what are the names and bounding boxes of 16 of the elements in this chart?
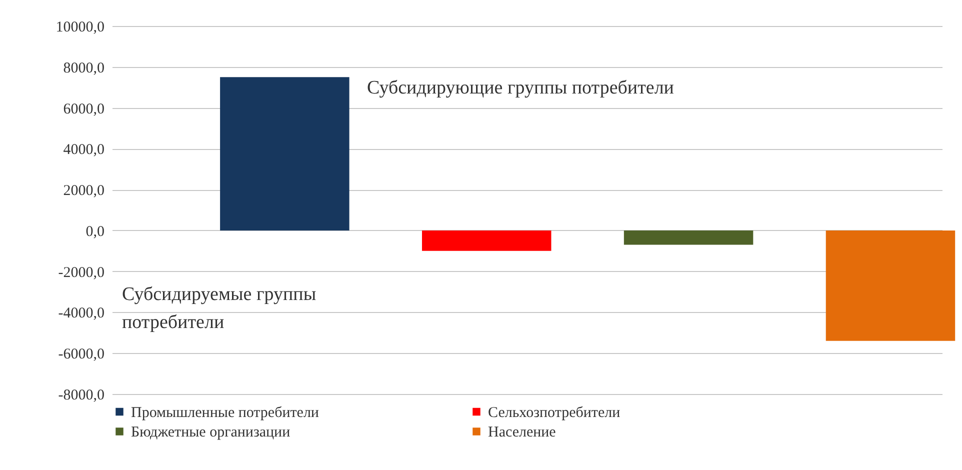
y-tick-label: 2000,0 — [63, 183, 104, 200]
legend-label: Сельхозпотребители — [488, 404, 620, 421]
y-tick-label: -2000,0 — [58, 264, 104, 281]
annotation: Субсидирующие группы потребители — [367, 77, 674, 98]
y-tick-label: -6000,0 — [58, 346, 104, 363]
annotation: Субсидируемые группы потребители — [122, 284, 316, 333]
legend-label: Население — [488, 424, 556, 440]
y-tick-label: -8000,0 — [58, 388, 104, 404]
y-tick-label: 4000,0 — [63, 142, 104, 158]
y-tick-label: 6000,0 — [63, 101, 104, 118]
y-tick-label: 0,0 — [86, 224, 104, 240]
y-tick-label: 8000,0 — [63, 60, 104, 76]
legend-label: Промышленные потребители — [131, 404, 319, 421]
legend-label: Бюджетные организации — [131, 424, 290, 440]
y-tick-label: 10000,0 — [56, 20, 104, 36]
y-tick-label: -4000,0 — [58, 306, 104, 322]
